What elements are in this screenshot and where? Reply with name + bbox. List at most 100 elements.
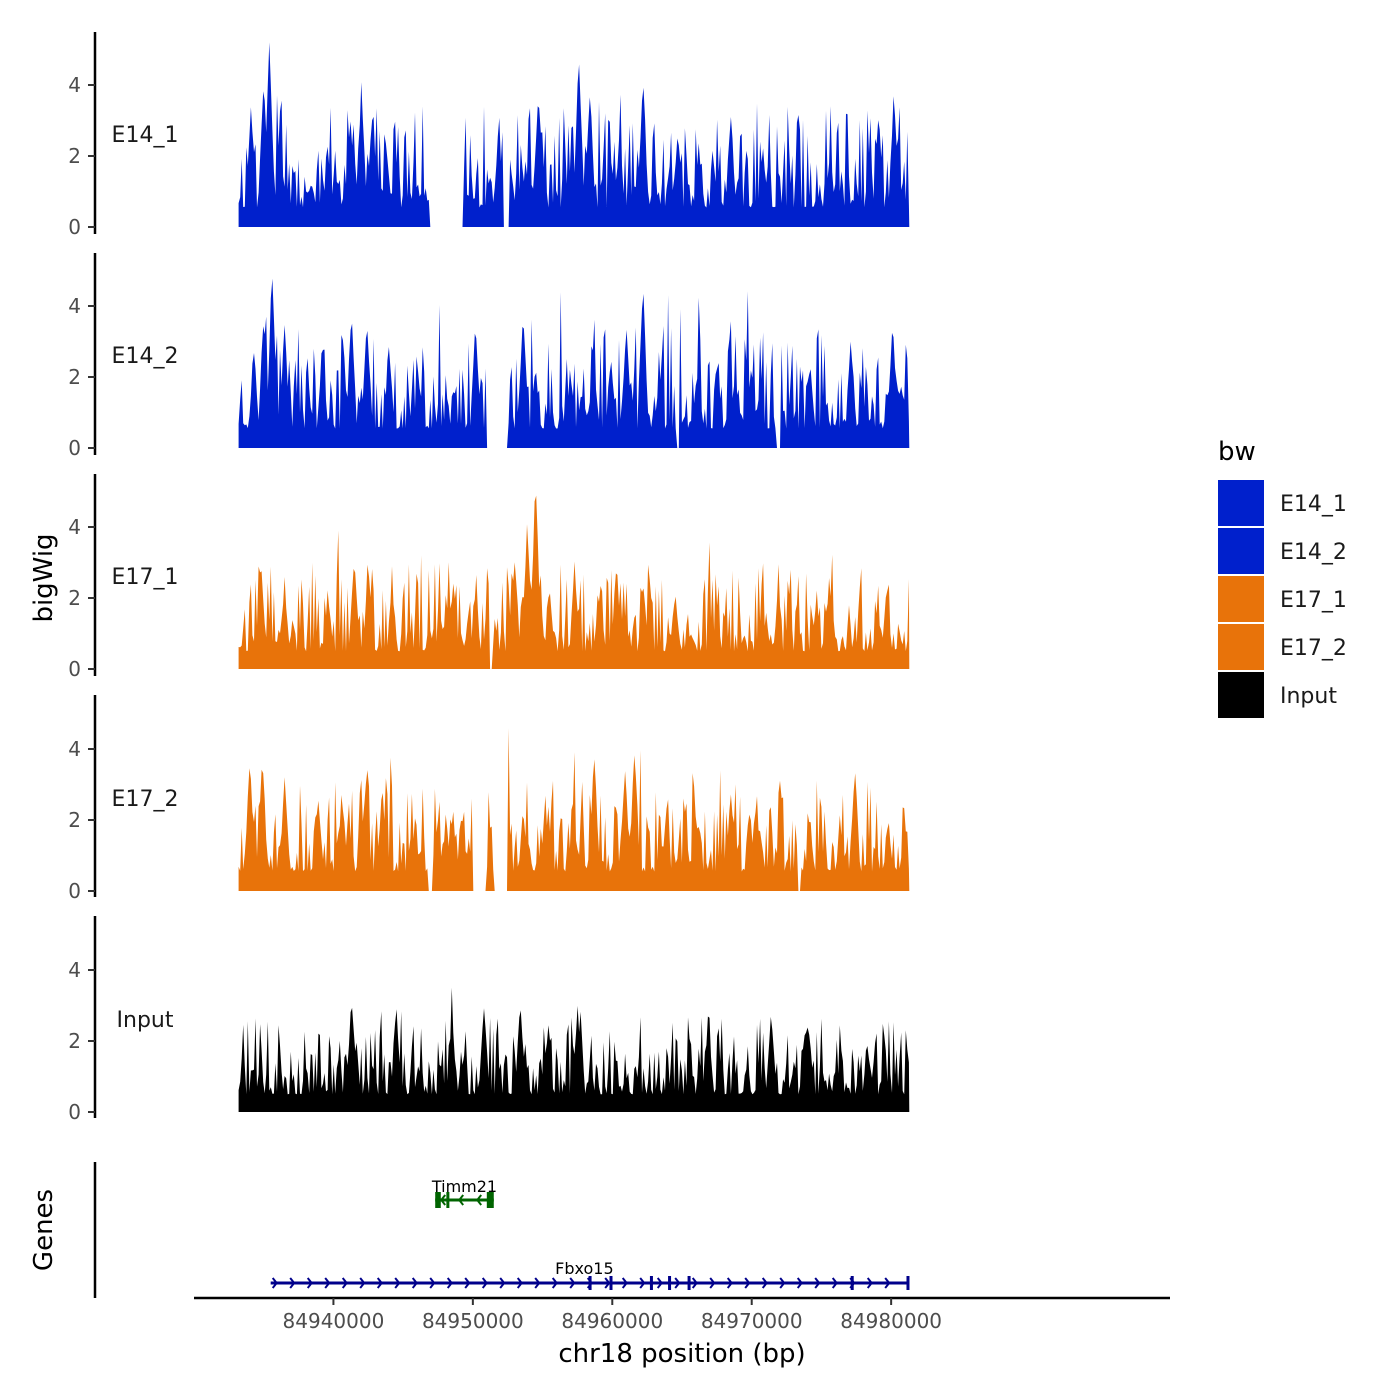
y-tick-label: 4 <box>68 73 81 97</box>
strand-arrow <box>884 1277 891 1289</box>
y-tick-label: 0 <box>68 1100 81 1124</box>
strand-arrow <box>481 1277 488 1289</box>
strand-arrow <box>359 1277 366 1289</box>
y-axis-title: bigWig <box>29 533 59 622</box>
y-tick-label: 2 <box>68 365 81 389</box>
gene-label: Fbxo15 <box>555 1259 613 1278</box>
legend-item-E17_2: E17_2 <box>1218 624 1347 670</box>
strand-arrow <box>604 1277 611 1289</box>
exon <box>435 1192 441 1208</box>
strand-arrow <box>796 1277 803 1289</box>
strand-arrow <box>475 1194 482 1206</box>
legend-swatch <box>1218 576 1264 622</box>
y-tick-label: 0 <box>68 215 81 239</box>
strand-arrow <box>744 1277 751 1289</box>
strand-arrow <box>656 1277 663 1289</box>
strand-arrow <box>289 1277 296 1289</box>
strand-arrow <box>429 1277 436 1289</box>
strand-arrow <box>341 1277 348 1289</box>
strand-arrow <box>866 1277 873 1289</box>
signal-area-E17_2 <box>238 728 910 891</box>
y-tick-label: 2 <box>68 808 81 832</box>
x-axis-title: chr18 position (bp) <box>558 1339 805 1369</box>
strand-arrow <box>394 1277 401 1289</box>
track-E14_1: 0 2 4 E14_1 <box>68 32 910 239</box>
exon <box>609 1276 613 1290</box>
exon <box>687 1276 691 1290</box>
signal-area-E14_1 <box>238 42 910 228</box>
legend-label: E17_2 <box>1280 636 1347 661</box>
strand-arrow <box>499 1277 506 1289</box>
track-label: E14_1 <box>112 123 179 148</box>
x-tick-label: 84950000 <box>422 1309 524 1333</box>
legend-label: Input <box>1280 684 1337 709</box>
y-tick-label: 2 <box>68 1029 81 1053</box>
exon <box>668 1276 672 1290</box>
signal-area-Input <box>238 987 910 1112</box>
strand-arrow <box>621 1277 628 1289</box>
y-tick-label: 4 <box>68 515 81 539</box>
strand-arrow <box>439 1194 446 1206</box>
strand-arrow <box>457 1194 464 1206</box>
strand-arrow <box>814 1277 821 1289</box>
legend-label: E17_1 <box>1280 588 1347 613</box>
strand-arrow <box>569 1277 576 1289</box>
gene-Fbxo15: Fbxo15 <box>270 1259 910 1290</box>
legend-title: bw <box>1218 437 1256 467</box>
track-label: E17_2 <box>112 787 179 812</box>
strand-arrow <box>691 1277 698 1289</box>
strand-arrow <box>726 1277 733 1289</box>
y-tick-label: 0 <box>68 436 81 460</box>
legend-swatch <box>1218 624 1264 670</box>
legend: bw E14_1 E14_2 E17_1 E17_2 Input <box>1218 437 1347 718</box>
y-tick-label: 0 <box>68 657 81 681</box>
legend-item-E14_1: E14_1 <box>1218 480 1347 526</box>
bigwig-tracks: 0 2 4 E14_1 0 2 4 E14_2 0 2 4 E17_1 0 2 4 E17_2 0 2 4 Input <box>68 32 910 1124</box>
signal-area-E14_2 <box>238 278 910 448</box>
track-label: Input <box>117 1008 174 1033</box>
strand-arrow <box>534 1277 541 1289</box>
track-label: E17_1 <box>112 565 179 590</box>
strand-arrow <box>674 1277 681 1289</box>
strand-arrow <box>639 1277 646 1289</box>
x-tick-label: 84970000 <box>701 1309 803 1333</box>
genes-axis-title: Genes <box>29 1189 59 1271</box>
y-tick-label: 4 <box>68 737 81 761</box>
x-tick-label: 84940000 <box>283 1309 385 1333</box>
x-tick-label: 84980000 <box>840 1309 942 1333</box>
track-label: E14_2 <box>112 344 179 369</box>
strand-arrow <box>779 1277 786 1289</box>
track-E17_2: 0 2 4 E17_2 <box>68 695 910 903</box>
gene-label: Timm21 <box>431 1177 497 1196</box>
exon <box>486 1192 494 1208</box>
legend-label: E14_1 <box>1280 492 1347 517</box>
exon <box>446 1192 450 1208</box>
track-Input: 0 2 4 Input <box>68 916 910 1124</box>
gene-track: Timm21 Fbxo15 <box>93 1162 910 1298</box>
strand-arrow <box>411 1277 418 1289</box>
strand-arrow <box>551 1277 558 1289</box>
strand-arrow <box>516 1277 523 1289</box>
exon <box>906 1276 910 1290</box>
exon <box>850 1276 854 1290</box>
track-E17_1: 0 2 4 E17_1 <box>68 474 910 681</box>
y-tick-label: 2 <box>68 144 81 168</box>
strand-arrow <box>761 1277 768 1289</box>
y-tick-label: 4 <box>68 958 81 982</box>
legend-label: E14_2 <box>1280 540 1347 565</box>
gene-Timm21: Timm21 <box>431 1177 497 1208</box>
strand-arrow <box>306 1277 313 1289</box>
legend-swatch <box>1218 480 1264 526</box>
x-tick-label: 84960000 <box>561 1309 663 1333</box>
strand-arrow <box>271 1277 278 1289</box>
strand-arrow <box>464 1277 471 1289</box>
strand-arrow <box>446 1277 453 1289</box>
exon <box>588 1276 592 1290</box>
track-E14_2: 0 2 4 E14_2 <box>68 253 910 460</box>
y-tick-label: 4 <box>68 294 81 318</box>
legend-item-E17_1: E17_1 <box>1218 576 1347 622</box>
strand-arrow <box>376 1277 383 1289</box>
exon <box>649 1276 653 1290</box>
y-tick-label: 2 <box>68 586 81 610</box>
